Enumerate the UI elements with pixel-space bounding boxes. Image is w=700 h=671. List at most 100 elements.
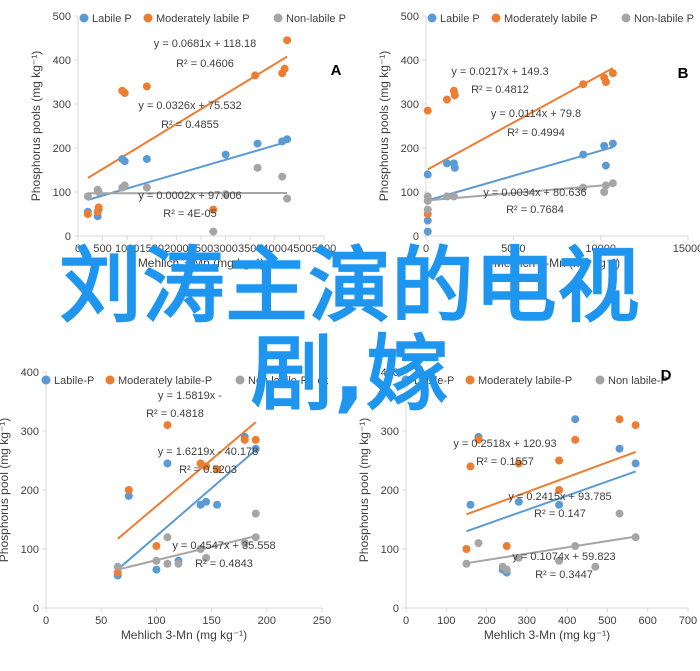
x-tick-label: 4000 xyxy=(263,243,287,255)
data-point xyxy=(280,64,289,73)
equation-annotation: R² = 0.4606 xyxy=(176,58,234,70)
data-point xyxy=(174,559,183,568)
legend-label: Labile-P xyxy=(414,375,454,387)
panel-label: A xyxy=(331,62,342,79)
data-point xyxy=(423,216,432,225)
y-tick-label: 200 xyxy=(381,485,399,497)
equation-annotation: R² = 0.4855 xyxy=(161,119,219,131)
y-tick-label: 100 xyxy=(381,544,399,556)
equation-annotation: y = 1.5819x - xyxy=(158,390,222,402)
data-point xyxy=(442,192,451,201)
data-point xyxy=(555,500,564,509)
data-point xyxy=(278,172,287,181)
x-tick-label: 5000 xyxy=(501,243,525,255)
data-point xyxy=(202,497,211,506)
data-point xyxy=(601,161,610,170)
x-tick-label: 2000 xyxy=(164,243,188,255)
x-axis-title: Mehlich 3-Mn (mg kg⁻¹) xyxy=(121,628,247,642)
legend-marker xyxy=(427,13,437,23)
data-point xyxy=(142,155,151,163)
data-point xyxy=(221,190,230,199)
y-axis-title: Phosphorus pool (mg kg⁻¹) xyxy=(0,418,11,562)
data-point xyxy=(579,183,588,192)
trendline xyxy=(466,470,636,533)
trendline xyxy=(117,449,257,571)
data-point xyxy=(283,135,292,144)
data-point xyxy=(474,435,483,444)
legend-label: Moderately labile-P xyxy=(478,375,572,387)
equation-annotation: R² = 0.7684 xyxy=(506,204,564,216)
y-tick-label: 0 xyxy=(65,231,71,243)
data-point xyxy=(462,545,471,553)
legend-marker xyxy=(41,375,51,385)
equation-annotation: y = 0.0217x + 149.3 xyxy=(451,66,548,78)
legend-marker xyxy=(491,13,501,23)
data-point xyxy=(450,163,459,172)
data-point xyxy=(631,533,640,542)
equation-annotation: y = 0.0681x + 118.18 xyxy=(154,38,257,50)
data-point xyxy=(251,509,260,518)
data-point xyxy=(142,82,151,91)
data-point xyxy=(466,500,475,509)
data-point xyxy=(555,556,564,565)
data-point xyxy=(466,462,475,471)
data-point xyxy=(163,421,172,430)
data-point xyxy=(152,565,161,574)
data-point xyxy=(514,553,523,562)
data-point xyxy=(251,435,260,444)
data-point xyxy=(83,210,92,218)
data-point xyxy=(202,462,211,471)
data-point xyxy=(253,163,262,172)
y-tick-label: 0 xyxy=(393,603,399,615)
data-point xyxy=(163,559,172,568)
data-point xyxy=(124,491,133,500)
y-tick-label: 500 xyxy=(53,11,71,23)
x-tick-label: 0 xyxy=(43,615,49,627)
legend-marker xyxy=(621,13,631,23)
data-point xyxy=(555,486,564,494)
x-tick-label: 5000 xyxy=(312,243,336,255)
y-axis-title: Phosphorus pools (mg kg⁻¹) xyxy=(29,51,43,201)
legend-label: Moderately labile P xyxy=(156,13,250,25)
legend-marker xyxy=(105,375,115,385)
chart-panel-a: 0 500 1000 1500 2000 2500 3000 3500 4000 4500 5000… xyxy=(29,11,346,270)
y-axis-title: Phosphorus pools (mg kg⁻¹) xyxy=(377,51,391,201)
legend-marker xyxy=(595,375,605,385)
data-point xyxy=(202,553,211,562)
data-point xyxy=(283,36,292,45)
data-point xyxy=(601,181,610,190)
x-tick-label: 3500 xyxy=(238,243,262,255)
legend-label: Labile P xyxy=(92,13,132,25)
x-tick-label: 10000 xyxy=(585,243,616,255)
y-tick-label: 400 xyxy=(21,367,39,379)
y-tick-label: 0 xyxy=(413,231,419,243)
overlay-title-line-2: 剧,嫁 xyxy=(250,327,450,422)
legend-marker xyxy=(143,13,153,23)
y-tick-label: 200 xyxy=(21,485,39,497)
data-point xyxy=(555,456,564,465)
data-point xyxy=(209,205,218,214)
legend-label: Moderately labile P xyxy=(504,13,598,25)
legend-marker xyxy=(465,375,475,385)
data-point xyxy=(251,533,260,542)
y-tick-label: 400 xyxy=(381,367,399,379)
data-point xyxy=(608,139,617,148)
equation-annotation: R² = 0.4812 xyxy=(471,84,529,96)
data-point xyxy=(423,227,432,236)
x-tick-label: 0 xyxy=(75,243,81,255)
legend-marker xyxy=(235,375,245,385)
data-point xyxy=(615,509,624,518)
data-point xyxy=(600,141,609,150)
data-point xyxy=(608,179,617,188)
data-point xyxy=(240,539,249,548)
legend-label: Labile P xyxy=(440,13,480,25)
data-point xyxy=(240,435,249,444)
data-point xyxy=(462,559,471,568)
data-point xyxy=(251,71,260,80)
x-tick-label: 300 xyxy=(518,615,536,627)
data-point xyxy=(502,542,511,551)
y-tick-label: 300 xyxy=(401,99,419,111)
